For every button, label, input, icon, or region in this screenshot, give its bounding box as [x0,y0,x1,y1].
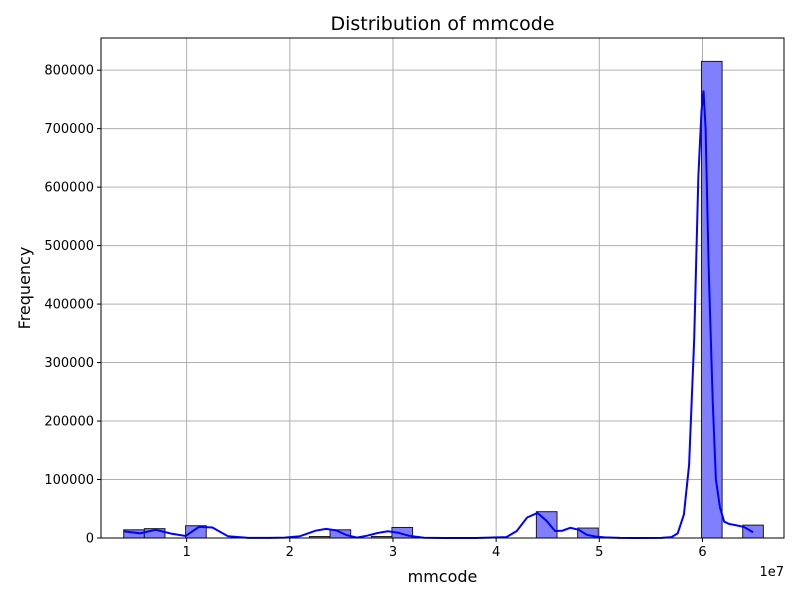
x-tick-label: 5 [595,545,603,560]
histogram-bar [700,60,723,539]
plot-frame [100,37,785,539]
y-tick-label: 500000 [44,239,94,254]
x-offset-label: 1e7 [759,565,784,580]
grid-layer [101,38,784,539]
kde-curve [123,90,754,540]
x-tick-label: 4 [492,545,500,560]
bars-layer [123,60,764,539]
y-axis-ticks: 0 100000 200000 300000 400000 500000 600000 700… [44,64,101,547]
x-tick-label: 2 [286,545,294,560]
y-tick-label: 300000 [44,356,94,371]
y-tick-label: 700000 [44,122,94,137]
y-tick-label: 400000 [44,298,94,313]
x-tick-label: 3 [389,545,397,560]
y-axis-title: Frequency [15,247,34,330]
y-tick-label: 100000 [44,473,94,488]
y-tick-label: 0 [86,532,94,547]
y-tick-label: 800000 [44,64,94,79]
chart-title: Distribution of mmcode [330,13,554,35]
x-tick-label: 1 [182,545,190,560]
x-axis-ticks: 1 2 3 4 5 6 [182,538,707,560]
histogram-bar [329,529,352,539]
x-axis-title: mmcode [408,567,478,586]
x-tick-label: 6 [698,545,706,560]
y-tick-label: 600000 [44,181,94,196]
y-tick-label: 200000 [44,415,94,430]
